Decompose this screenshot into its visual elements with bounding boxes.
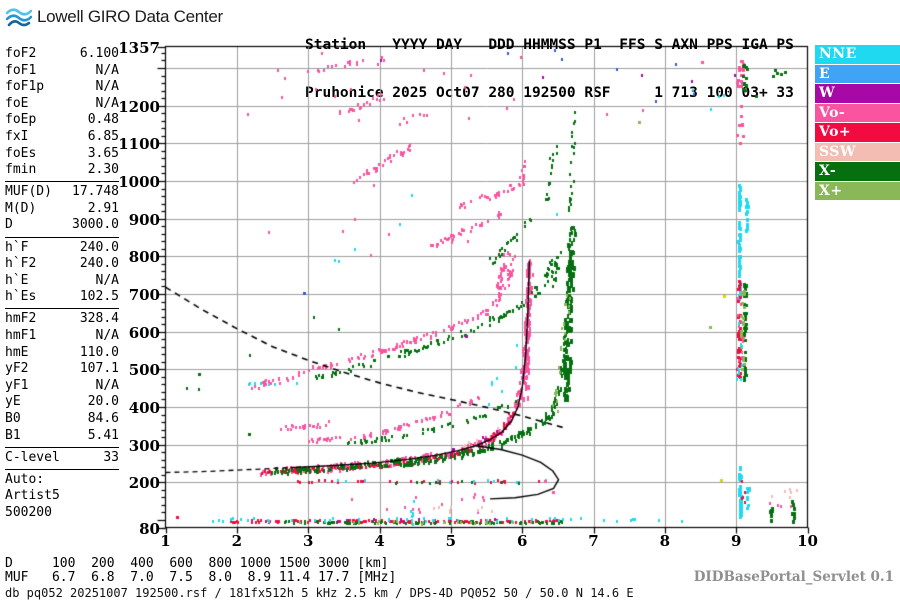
x-tick-label-1: 1 bbox=[160, 532, 171, 550]
legend-item-x: X- bbox=[815, 162, 900, 181]
legend-item-vo: Vo+ bbox=[815, 123, 900, 142]
y-tick-label-300: 300 bbox=[128, 436, 160, 455]
status-line: db pq052 20251007 192500.rsf / 181fx512h… bbox=[5, 586, 634, 600]
y-tick-label-800: 800 bbox=[128, 248, 160, 267]
echo-direction-legend: NNE E W Vo- Vo+ SSW X- X+ bbox=[815, 45, 900, 201]
y-tick-label-1000: 1000 bbox=[118, 172, 160, 191]
x-tick-label-6: 6 bbox=[516, 532, 528, 550]
servlet-version: DIDBasePortal_Servlet 0.1 bbox=[693, 569, 894, 585]
x-tick-label-7: 7 bbox=[588, 532, 599, 550]
y-tick-label-1200: 1200 bbox=[118, 97, 160, 116]
x-tick-label-9: 9 bbox=[730, 532, 742, 550]
muf-table-d-row: D 100 200 400 600 800 1000 1500 3000 [km… bbox=[5, 556, 389, 571]
legend-item-vo: Vo- bbox=[815, 103, 900, 122]
y-tick-label-80: 80 bbox=[139, 519, 160, 538]
legend-item-w: W bbox=[815, 84, 900, 103]
legend-item-e: E bbox=[815, 64, 900, 83]
legend-item-nne: NNE bbox=[815, 45, 900, 64]
x-tick-label-8: 8 bbox=[659, 532, 671, 550]
y-tick-label-200: 200 bbox=[128, 474, 160, 493]
x-tick-label-2: 2 bbox=[231, 532, 243, 550]
y-tick-label-500: 500 bbox=[128, 361, 160, 380]
muf-table-muf-row: MUF 6.7 6.8 7.0 7.5 8.0 8.9 11.4 17.7 [M… bbox=[5, 570, 397, 585]
legend-item-x: X+ bbox=[815, 181, 900, 200]
x-tick-label-5: 5 bbox=[445, 532, 457, 550]
y-tick-label-1100: 1100 bbox=[118, 135, 160, 154]
y-tick-label-900: 900 bbox=[128, 210, 160, 229]
legend-item-ssw: SSW bbox=[815, 142, 900, 161]
x-tick-label-4: 4 bbox=[374, 532, 385, 550]
y-tick-label-600: 600 bbox=[128, 323, 160, 342]
x-tick-label-10: 10 bbox=[797, 532, 818, 550]
y-tick-label-700: 700 bbox=[128, 285, 160, 304]
y-tick-label-400: 400 bbox=[128, 398, 160, 417]
x-tick-label-3: 3 bbox=[302, 532, 314, 550]
y-tick-label-1357: 1357 bbox=[118, 38, 160, 57]
